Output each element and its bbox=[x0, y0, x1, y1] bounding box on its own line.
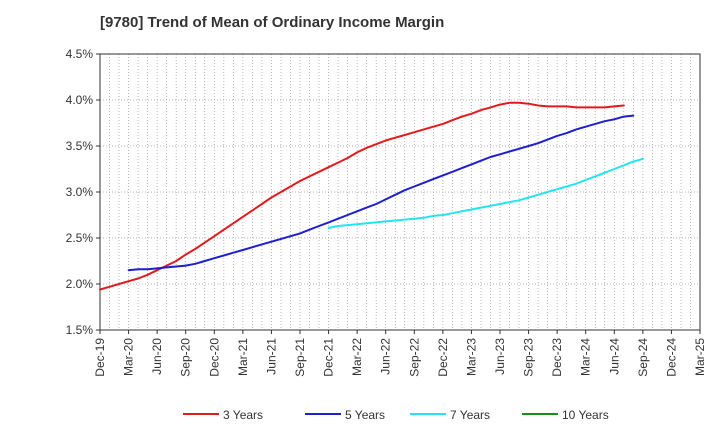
x-tick-label: Dec-24 bbox=[664, 338, 678, 377]
legend-label: 10 Years bbox=[562, 408, 609, 422]
x-tick-label: Dec-22 bbox=[436, 338, 450, 377]
legend: 3 Years 5 Years 7 Years 10 Years bbox=[183, 408, 609, 422]
x-tick-label: Mar-21 bbox=[236, 338, 250, 376]
plot-series bbox=[99, 101, 644, 291]
x-tick-label: Sep-24 bbox=[636, 338, 650, 377]
x-tick-label: Jun-20 bbox=[150, 338, 164, 375]
legend-label: 7 Years bbox=[450, 408, 490, 422]
x-tick-label: Dec-20 bbox=[207, 338, 221, 377]
y-tick-label: 2.0% bbox=[66, 277, 94, 291]
x-tick-label: Jun-22 bbox=[379, 338, 393, 375]
x-tick-label: Dec-21 bbox=[322, 338, 336, 377]
x-tick-label: Mar-22 bbox=[350, 338, 364, 376]
x-tick-label: Mar-24 bbox=[579, 338, 593, 376]
chart-title: [9780] Trend of Mean of Ordinary Income … bbox=[100, 14, 445, 31]
x-tick-label: Sep-22 bbox=[407, 338, 421, 377]
y-tick-label: 1.5% bbox=[66, 323, 94, 337]
x-tick-label: Sep-23 bbox=[522, 338, 536, 377]
y-tick-label: 2.5% bbox=[66, 231, 94, 245]
x-tick-label: Mar-20 bbox=[122, 338, 136, 376]
x-tick-label: Sep-20 bbox=[179, 338, 193, 377]
legend-label: 3 Years bbox=[223, 408, 263, 422]
axes: 1.5% 2.0% 2.5% 3.0% 3.5% 4.0% 4.5% Dec-19 Mar-20… bbox=[66, 47, 707, 377]
y-tick-label: 4.5% bbox=[66, 47, 94, 61]
series-line-7-years bbox=[327, 157, 644, 229]
series-line-3-years bbox=[99, 101, 625, 291]
x-tick-label: Dec-19 bbox=[93, 338, 107, 377]
series-line-5-years bbox=[127, 114, 635, 272]
y-tick-label: 3.0% bbox=[66, 185, 94, 199]
x-tick-label: Jun-24 bbox=[607, 338, 621, 375]
x-tick-label: Mar-25 bbox=[693, 338, 707, 376]
y-tick-label: 4.0% bbox=[66, 93, 94, 107]
x-tick-label: Jun-21 bbox=[264, 338, 278, 375]
y-tick-label: 3.5% bbox=[66, 139, 94, 153]
x-tick-label: Dec-23 bbox=[550, 338, 564, 377]
x-tick-label: Jun-23 bbox=[493, 338, 507, 375]
legend-label: 5 Years bbox=[345, 408, 385, 422]
x-tick-label: Mar-23 bbox=[464, 338, 478, 376]
x-tick-label: Sep-21 bbox=[293, 338, 307, 377]
